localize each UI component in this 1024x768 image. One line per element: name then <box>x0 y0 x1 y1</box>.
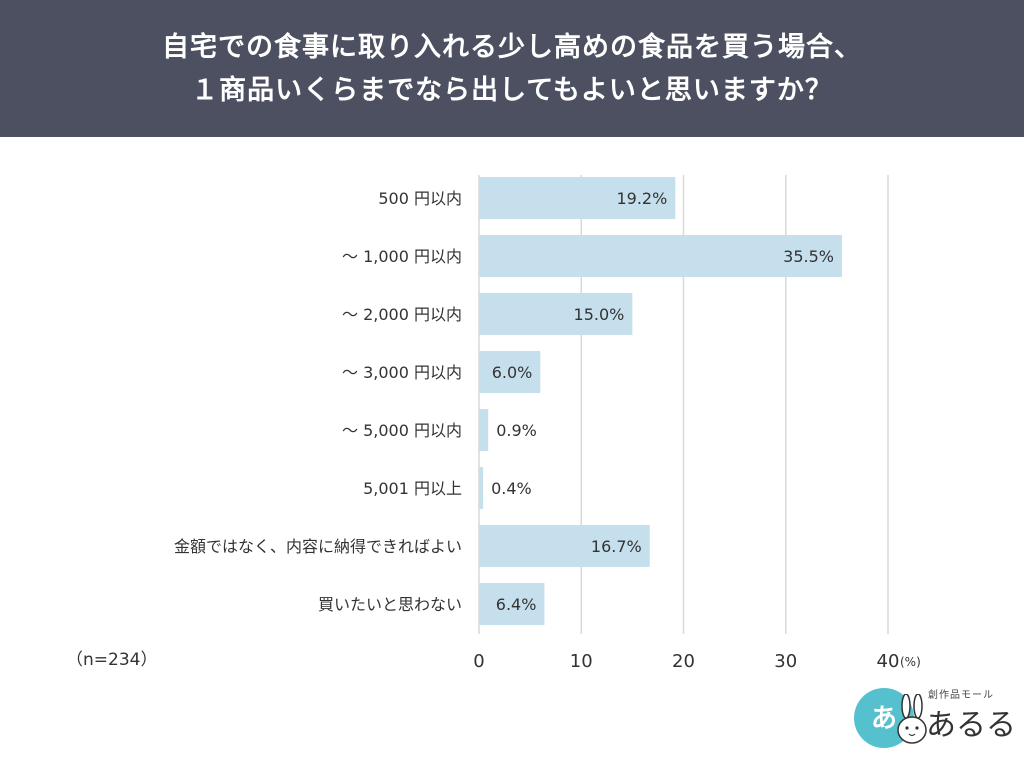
bar <box>479 583 545 625</box>
data-label: 15.0% <box>574 305 625 324</box>
x-tick-label: 30 <box>774 651 797 672</box>
data-label: 19.2% <box>616 189 667 208</box>
logo-subtitle: 創作品モール <box>928 690 994 701</box>
x-unit-label: (%) <box>900 655 921 669</box>
data-label: 0.9% <box>496 421 537 440</box>
category-label: 金額ではなく、内容に納得できればよい <box>174 537 462 556</box>
category-label: 5,001 円以上 <box>363 479 462 498</box>
bar <box>479 525 650 567</box>
sample-size-label: （n=234） <box>66 650 158 670</box>
bar <box>479 235 842 277</box>
bar <box>479 467 484 509</box>
brand-logo: あ 創作品モール あるる <box>848 680 1018 760</box>
title-line-1: 自宅での食事に取り入れる少し高めの食品を買う場合、 <box>162 31 862 63</box>
data-label: 6.0% <box>492 363 533 382</box>
data-label: 35.5% <box>783 247 834 266</box>
logo-badge-glyph: あ <box>870 704 897 734</box>
bar <box>479 409 489 451</box>
bar-chart: 500 円以内 19.2% ～ 1,000 円以内 35.5% ～ 2,000 円以内 1… <box>174 175 921 672</box>
data-label: 16.7% <box>591 537 642 556</box>
bar <box>479 293 633 335</box>
title-line-2: １商品いくらまでなら出してもよいと思いますか？ <box>191 74 833 106</box>
bar <box>479 177 676 219</box>
category-label: 500 円以内 <box>378 189 462 208</box>
x-tick-label: 40 <box>877 651 900 672</box>
category-label: ～ 5,000 円以内 <box>342 421 462 440</box>
x-tick-label: 10 <box>570 651 593 672</box>
rabbit-icon <box>897 694 927 744</box>
title-banner: 自宅での食事に取り入れる少し高めの食品を買う場合、 １商品いくらまでなら出しても… <box>0 0 1024 137</box>
category-label: 買いたいと思わない <box>318 595 462 614</box>
x-tick-label: 0 <box>473 651 484 672</box>
category-label: ～ 3,000 円以内 <box>342 363 462 382</box>
data-label: 6.4% <box>496 595 537 614</box>
bar <box>479 351 541 393</box>
logo-name: あるる <box>926 708 1016 743</box>
category-label: ～ 1,000 円以内 <box>342 247 462 266</box>
x-tick-label: 20 <box>672 651 695 672</box>
category-label: ～ 2,000 円以内 <box>342 305 462 324</box>
data-label: 0.4% <box>491 479 532 498</box>
